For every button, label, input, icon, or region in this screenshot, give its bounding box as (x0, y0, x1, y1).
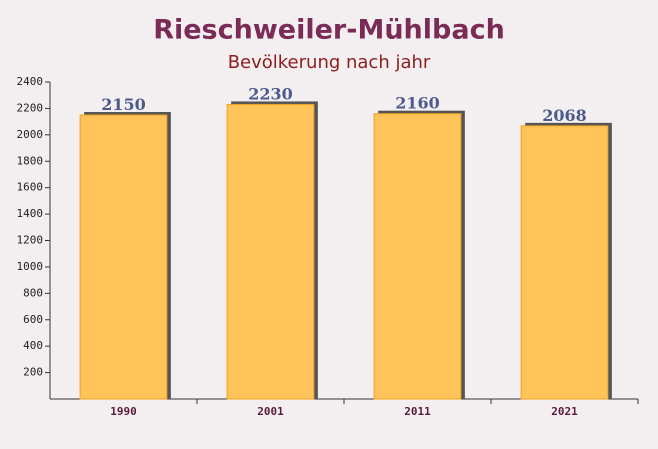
chart-subtitle: Bevölkerung nach jahr (228, 52, 431, 73)
y-tick-label: 2400 (17, 75, 44, 88)
y-tick-label: 200 (23, 366, 43, 379)
y-tick-label: 1800 (17, 154, 44, 167)
bar (79, 114, 168, 400)
y-tick-label: 800 (23, 286, 43, 299)
y-tick-label: 1200 (17, 234, 44, 247)
chart-title: Rieschweiler-Mühlbach (153, 15, 505, 46)
y-tick-label: 400 (23, 339, 43, 352)
x-tick-label: 2001 (257, 405, 284, 418)
value-label: 2230 (248, 84, 293, 103)
x-tick-label: 2011 (404, 405, 431, 418)
bar (373, 113, 462, 400)
bar (226, 103, 315, 400)
y-tick-label: 1400 (17, 207, 44, 220)
y-tick-label: 600 (23, 313, 43, 326)
x-tick-label: 2021 (551, 405, 578, 418)
bar (520, 125, 609, 400)
x-tick-label: 1990 (110, 405, 137, 418)
y-tick-label: 1600 (17, 181, 44, 194)
value-label: 2150 (101, 95, 146, 114)
y-tick-label: 2200 (17, 101, 44, 114)
y-tick-label: 1000 (17, 260, 44, 273)
value-label: 2068 (542, 106, 587, 125)
y-tick-label: 2000 (17, 128, 44, 141)
value-label: 2160 (395, 94, 440, 113)
